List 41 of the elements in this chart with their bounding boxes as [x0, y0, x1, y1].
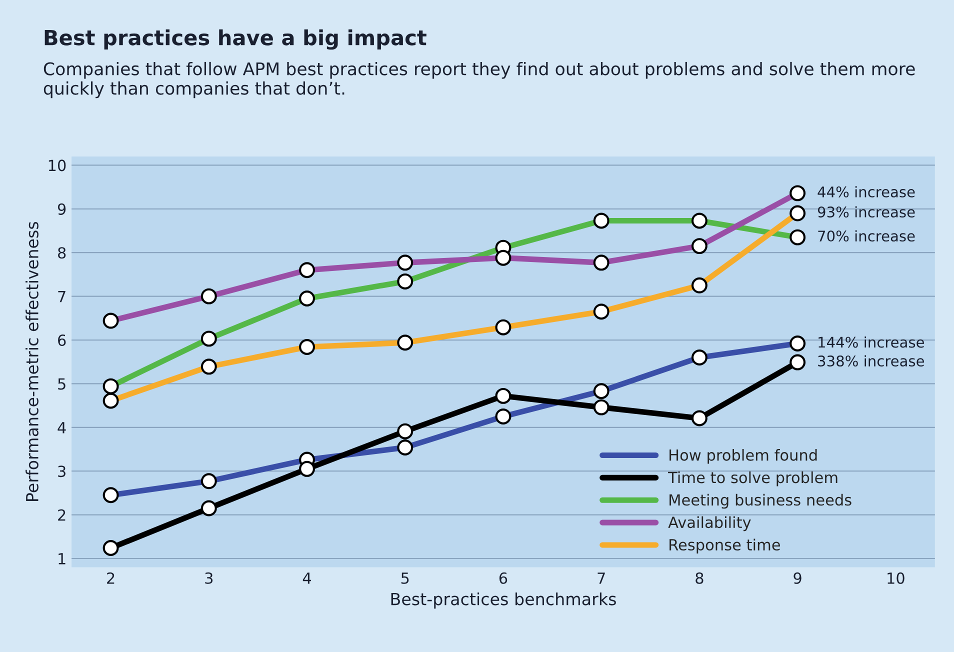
y-tick-label: 10	[48, 160, 66, 172]
point	[102, 540, 119, 556]
point	[299, 460, 316, 477]
point	[397, 423, 414, 440]
y-tick-label: 5	[58, 378, 66, 390]
x-tick-label: 8	[696, 572, 704, 584]
y-tick-label: 2	[58, 509, 66, 521]
y-tick-label: 4	[58, 422, 66, 434]
annotation: 70% increase	[818, 230, 915, 242]
y-tick-label: 7	[58, 290, 66, 302]
y-tick-label: 9	[58, 203, 66, 215]
x-tick-label: 6	[499, 572, 508, 584]
point	[495, 388, 512, 404]
x-tick-label: 3	[205, 572, 213, 584]
y-tick-label: 3	[58, 466, 66, 478]
legend-label: Meeting business needs	[670, 494, 852, 509]
y-tick-label: 8	[58, 247, 66, 259]
legend-label: How problem found	[670, 449, 817, 464]
x-tick-label: 2	[107, 572, 114, 584]
annotation: 93% increase	[818, 206, 915, 218]
legend-label: Availability	[668, 516, 751, 532]
x-axis-title: Best-practices benchmarks	[391, 592, 616, 609]
annotation: 44% increase	[818, 186, 915, 198]
point	[790, 354, 806, 370]
y-tick-label: 6	[58, 334, 66, 346]
chart-title: Best practices have a big impact	[44, 29, 426, 50]
legend-label: Time to solve problem	[668, 471, 838, 486]
y-tick-label: 1	[58, 553, 66, 564]
point	[593, 399, 610, 416]
point	[200, 500, 217, 516]
point	[691, 410, 708, 426]
legend-label: Response time	[670, 538, 780, 554]
x-tick-label: 7	[598, 572, 605, 584]
x-tick-label: 9	[794, 572, 802, 584]
y-axis-title: Performance-metric effectiveness	[26, 222, 38, 501]
x-tick-label: 10	[888, 572, 904, 584]
annotation: 144% increase	[818, 336, 924, 348]
chart-subtitle: Companies that follow APM best practices report they find out about problems and solve them more quickly than companies that don’t.	[44, 62, 915, 98]
annotation: 338% increase	[818, 355, 924, 367]
x-tick-label: 5	[401, 572, 409, 584]
x-tick-label: 4	[302, 572, 312, 584]
